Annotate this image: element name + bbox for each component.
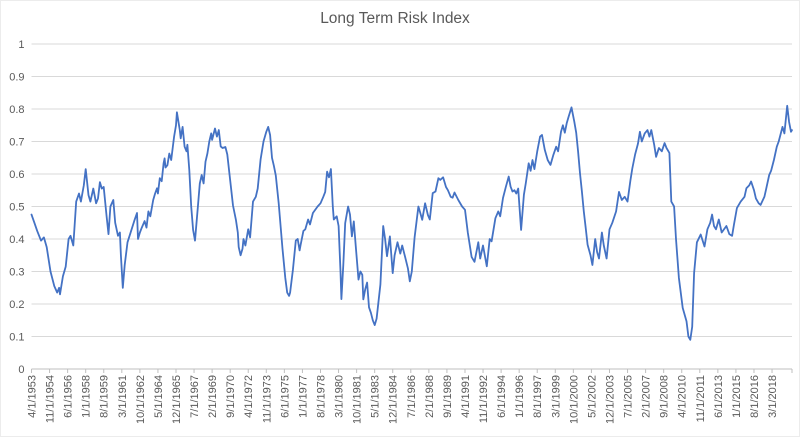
x-axis-label: 3/1/2018 [767, 375, 779, 418]
x-axis-label: 3/1/1961 [117, 375, 129, 418]
x-axis-label: 8/1/1997 [532, 375, 544, 418]
x-axis-label: 1/1/1996 [514, 375, 526, 418]
x-axis-label: 11/1/1973 [261, 375, 273, 423]
x-axis-label: 8/1/1959 [99, 375, 111, 418]
x-axis-label: 3/1/1999 [550, 375, 562, 418]
y-axis-label: 0 [18, 364, 24, 376]
y-axis-label: 0.8 [9, 104, 24, 116]
x-axis-label: 12/1/2003 [604, 375, 616, 424]
x-axis-label: 12/1/1984 [388, 375, 400, 424]
y-axis-label: 0.2 [9, 299, 24, 311]
y-axis-label: 0.9 [9, 72, 24, 84]
x-axis-label: 9/1/1989 [442, 375, 454, 418]
x-axis-label: 2/1/2007 [641, 375, 653, 418]
x-axis-label: 9/1/1970 [225, 375, 237, 418]
x-axis-label: 7/1/1986 [406, 375, 418, 418]
x-axis-label: 10/1/1962 [135, 375, 147, 424]
x-axis-label: 6/1/2013 [713, 375, 725, 418]
x-axis-label: 5/1/1964 [153, 375, 165, 418]
x-axis-label: 4/1/1972 [243, 375, 255, 418]
risk-index-series-line [30, 104, 793, 341]
y-axis-label: 0.3 [9, 267, 24, 279]
y-axis-label: 1 [18, 39, 24, 51]
x-axis-label: 4/1/1991 [460, 375, 472, 418]
x-axis-label: 4/1/1953 [27, 375, 39, 418]
x-axis-label: 11/1/2011 [695, 375, 707, 422]
chart-title: Long Term Risk Index [320, 10, 470, 27]
x-axis-label: 9/1/2008 [659, 375, 671, 418]
x-axis-label: 8/1/1978 [315, 375, 327, 418]
x-axis-label: 1/1/2015 [731, 375, 743, 418]
x-axis-label: 6/1/1956 [63, 375, 75, 418]
x-axis-label: 7/1/1967 [189, 375, 201, 418]
y-axis-label: 0.7 [9, 137, 24, 149]
y-axis-label: 0.5 [9, 202, 24, 214]
x-axis-label: 11/1/1954 [45, 375, 57, 423]
x-axis-label: 6/1/1994 [496, 375, 508, 418]
x-axis-label: 6/1/1975 [279, 375, 291, 418]
x-axis-label: 3/1/1980 [334, 375, 346, 418]
x-axis-label: 1/1/1958 [81, 375, 93, 418]
x-axis-label: 2/1/1988 [424, 375, 436, 418]
y-axis-label: 0.4 [9, 234, 24, 246]
x-axis-label: 2/1/1969 [207, 375, 219, 418]
x-axis-label: 8/1/2016 [749, 375, 761, 418]
x-axis-label: 1/1/1977 [297, 375, 309, 418]
x-axis-label: 5/1/2002 [586, 375, 598, 418]
x-axis-label: 11/1/1992 [478, 375, 490, 423]
x-axis-label: 7/1/2005 [623, 375, 635, 418]
x-axis-label: 10/1/2000 [568, 375, 580, 424]
y-axis-label: 0.6 [9, 169, 24, 181]
x-axis-label: 12/1/1965 [171, 375, 183, 424]
x-axis-label: 5/1/1983 [370, 375, 382, 418]
x-axis-label: 4/1/2010 [677, 375, 689, 418]
x-axis-label: 10/1/1981 [352, 375, 364, 424]
y-axis-label: 0.1 [9, 332, 24, 344]
